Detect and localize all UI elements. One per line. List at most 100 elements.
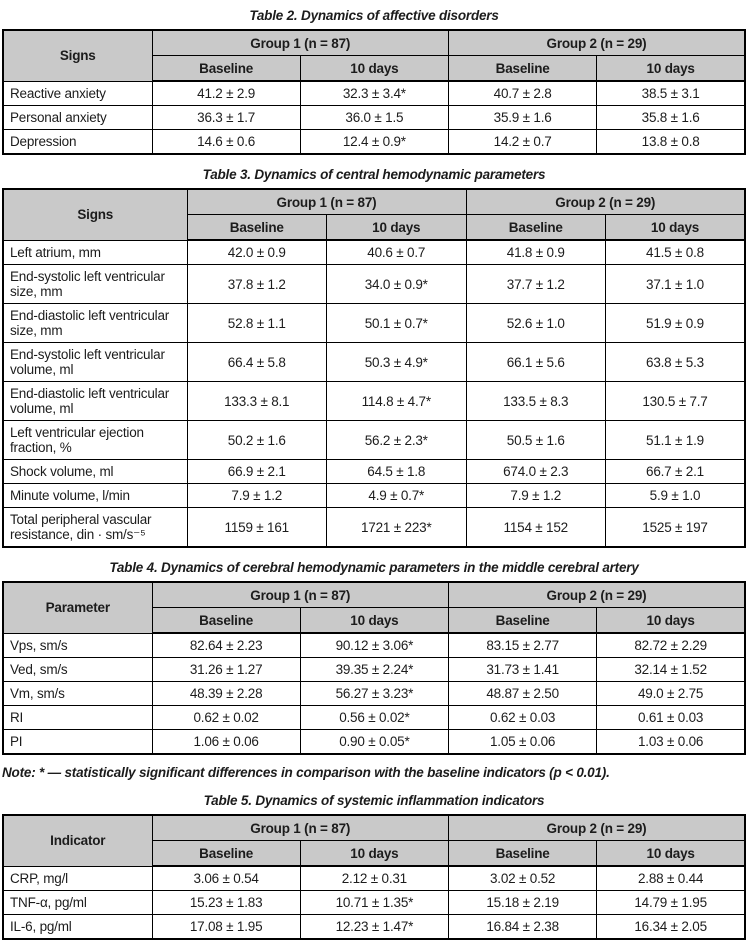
- table-header-row: Signs Group 1 (n = 87) Group 2 (n = 29): [2, 29, 746, 82]
- row-label: Depression: [2, 129, 153, 155]
- cell-value: 36.3 ± 1.7: [151, 105, 301, 130]
- subheader-10days: 10 days: [299, 607, 450, 634]
- subheader-10days: 10 days: [596, 607, 746, 634]
- cell-value: 1159 ± 161: [186, 507, 327, 548]
- cell-value: 66.9 ± 2.1: [186, 459, 327, 484]
- cell-value: 133.5 ± 8.3: [465, 381, 606, 421]
- cell-value: 7.9 ± 1.2: [465, 483, 606, 508]
- column-header-indicator: Indicator: [2, 814, 153, 867]
- row-label: RI: [2, 705, 153, 730]
- table3-central-hemodynamics: Signs Group 1 (n = 87) Group 2 (n = 29) …: [2, 188, 746, 548]
- cell-value: 48.87 ± 2.50: [447, 681, 598, 706]
- cell-value: 48.39 ± 2.28: [151, 681, 301, 706]
- cell-value: 13.8 ± 0.8: [596, 129, 746, 155]
- cell-value: 16.34 ± 2.05: [596, 914, 746, 940]
- subheader-baseline: Baseline: [447, 607, 598, 634]
- subheader-baseline: Baseline: [447, 55, 598, 82]
- table-subheader-row: Baseline 10 days Baseline 10 days: [3, 607, 746, 634]
- column-header-signs: Signs: [2, 188, 188, 241]
- cell-value: 15.18 ± 2.19: [447, 890, 598, 915]
- cell-value: 66.1 ± 5.6: [465, 342, 606, 382]
- cell-value: 56.2 ± 2.3*: [326, 420, 467, 460]
- table-row: Vps, sm/s 82.64 ± 2.23 90.12 ± 3.06* 83.15 …: [2, 632, 746, 658]
- significance-note: Note: * — statistically significant diff…: [2, 765, 610, 780]
- table2-section: Table 2. Dynamics of affective disorders…: [0, 8, 748, 155]
- cell-value: 32.3 ± 3.4*: [299, 80, 450, 106]
- cell-value: 10.71 ± 1.35*: [299, 890, 450, 915]
- subheader-baseline: Baseline: [186, 214, 327, 241]
- row-label: End-systolic left ventricular volume, ml: [2, 342, 188, 382]
- table2-title: Table 2. Dynamics of affective disorders: [249, 8, 499, 23]
- group1-header: Group 1 (n = 87): [186, 188, 467, 215]
- cell-value: 40.7 ± 2.8: [447, 80, 598, 106]
- subheader-10days: 10 days: [596, 840, 746, 867]
- table-row: IL-6, pg/ml 17.08 ± 1.95 12.23 ± 1.47* 16.8…: [2, 914, 746, 940]
- cell-value: 1525 ± 197: [605, 507, 746, 548]
- table-row: End-diastolic left ventricular size, mm 5…: [2, 303, 746, 343]
- row-label: IL-6, pg/ml: [2, 914, 153, 940]
- cell-value: 34.0 ± 0.9*: [326, 264, 467, 304]
- group1-header: Group 1 (n = 87): [151, 814, 449, 841]
- cell-value: 66.4 ± 5.8: [186, 342, 327, 382]
- cell-value: 38.5 ± 3.1: [596, 80, 746, 106]
- subheader-baseline: Baseline: [465, 214, 606, 241]
- table-row: Ved, sm/s 31.26 ± 1.27 39.35 ± 2.24* 31.73 …: [2, 657, 746, 682]
- row-label: Shock volume, ml: [2, 459, 188, 484]
- cell-value: 49.0 ± 2.75: [596, 681, 746, 706]
- cell-value: 14.2 ± 0.7: [447, 129, 598, 155]
- cell-value: 5.9 ± 1.0: [605, 483, 746, 508]
- row-label: TNF-α, pg/ml: [2, 890, 153, 915]
- group2-header: Group 2 (n = 29): [448, 814, 746, 841]
- row-label: Total peripheral vascular resistance, di…: [2, 507, 188, 548]
- cell-value: 39.35 ± 2.24*: [299, 657, 450, 682]
- table-header-row: Parameter Group 1 (n = 87) Group 2 (n = …: [2, 581, 746, 634]
- cell-value: 82.64 ± 2.23: [151, 632, 301, 658]
- cell-value: 114.8 ± 4.7*: [326, 381, 467, 421]
- group2-header: Group 2 (n = 29): [448, 581, 746, 608]
- group1-header: Group 1 (n = 87): [151, 29, 449, 56]
- cell-value: 41.8 ± 0.9: [465, 239, 606, 265]
- row-label: Ved, sm/s: [2, 657, 153, 682]
- group1-header: Group 1 (n = 87): [151, 581, 449, 608]
- table-row: Vm, sm/s 48.39 ± 2.28 56.27 ± 3.23* 48.87 ±…: [2, 681, 746, 706]
- table-subheader-row: Baseline 10 days Baseline 10 days: [3, 55, 746, 82]
- table-row: RI 0.62 ± 0.02 0.56 ± 0.02* 0.62 ± 0.03 0.61…: [2, 705, 746, 730]
- cell-value: 15.23 ± 1.83: [151, 890, 301, 915]
- cell-value: 41.2 ± 2.9: [151, 80, 301, 106]
- table3-title: Table 3. Dynamics of central hemodynamic…: [202, 167, 546, 182]
- table4-section: Table 4. Dynamics of cerebral hemodynami…: [0, 560, 748, 755]
- subheader-baseline: Baseline: [447, 840, 598, 867]
- cell-value: 32.14 ± 1.52: [596, 657, 746, 682]
- cell-value: 64.5 ± 1.8: [326, 459, 467, 484]
- table-row: End-diastolic left ventricular volume, m…: [2, 381, 746, 421]
- cell-value: 0.90 ± 0.05*: [299, 729, 450, 755]
- table-row: Left ventricular ejection fraction, % 50.…: [2, 420, 746, 460]
- subheader-baseline: Baseline: [151, 55, 301, 82]
- subheader-10days: 10 days: [596, 55, 746, 82]
- cell-value: 14.6 ± 0.6: [151, 129, 301, 155]
- table5-systemic-inflammation: Indicator Group 1 (n = 87) Group 2 (n = …: [2, 814, 746, 940]
- cell-value: 40.6 ± 0.7: [326, 239, 467, 265]
- row-label: End-diastolic left ventricular size, mm: [2, 303, 188, 343]
- table-row: End-systolic left ventricular size, mm 37…: [2, 264, 746, 304]
- table-row: Minute volume, l/min 7.9 ± 1.2 4.9 ± 0.7* 7…: [2, 483, 746, 508]
- table-row: Personal anxiety 36.3 ± 1.7 36.0 ± 1.5 35.9…: [2, 105, 746, 130]
- table5-section: Table 5. Dynamics of systemic inflammati…: [0, 793, 748, 940]
- table-row: PI 1.06 ± 0.06 0.90 ± 0.05* 1.05 ± 0.06 1.03…: [2, 729, 746, 755]
- cell-value: 1.06 ± 0.06: [151, 729, 301, 755]
- cell-value: 0.61 ± 0.03: [596, 705, 746, 730]
- table-header-row: Indicator Group 1 (n = 87) Group 2 (n = …: [2, 814, 746, 867]
- row-label: Vps, sm/s: [2, 632, 153, 658]
- cell-value: 37.7 ± 1.2: [465, 264, 606, 304]
- row-label: Left atrium, mm: [2, 239, 188, 265]
- subheader-10days: 10 days: [299, 840, 450, 867]
- table-row: Depression 14.6 ± 0.6 12.4 ± 0.9* 14.2 ± 0.…: [2, 129, 746, 155]
- table-row: Shock volume, ml 66.9 ± 2.1 64.5 ± 1.8 674.…: [2, 459, 746, 484]
- cell-value: 90.12 ± 3.06*: [299, 632, 450, 658]
- cell-value: 42.0 ± 0.9: [186, 239, 327, 265]
- row-label: Personal anxiety: [2, 105, 153, 130]
- table-row: CRP, mg/l 3.06 ± 0.54 2.12 ± 0.31 3.02 ± 0.…: [2, 865, 746, 891]
- cell-value: 1.03 ± 0.06: [596, 729, 746, 755]
- table-row: TNF-α, pg/ml 15.23 ± 1.83 10.71 ± 1.35* 15.…: [2, 890, 746, 915]
- subheader-baseline: Baseline: [151, 607, 301, 634]
